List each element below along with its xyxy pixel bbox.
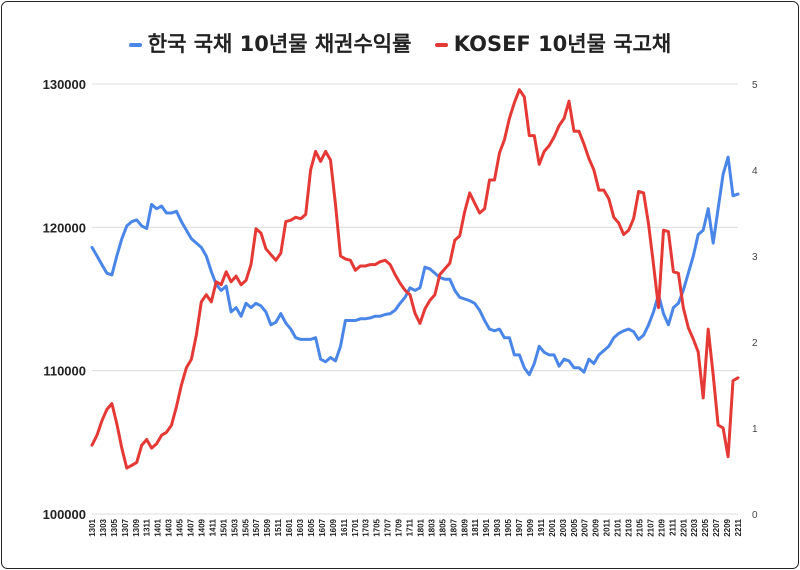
x-tick-16: 1509 — [263, 518, 272, 536]
legend-label-kosef: KOSEF 10년물 국고채 — [453, 32, 672, 56]
x-tick-14: 1505 — [241, 518, 250, 536]
x-tick-43: 2003 — [559, 518, 568, 536]
x-tick-49: 2103 — [625, 518, 634, 536]
legend-swatch-kosef — [434, 43, 448, 47]
x-tick-17: 1511 — [274, 518, 283, 536]
x-tick-26: 1705 — [373, 518, 382, 536]
x-tick-15: 1507 — [252, 518, 261, 536]
x-tick-54: 2201 — [679, 518, 688, 536]
x-tick-48: 2101 — [614, 518, 623, 536]
x-tick-58: 2209 — [723, 518, 732, 536]
y-right-tick-3: 3 — [752, 252, 758, 263]
x-tick-45: 2007 — [581, 518, 590, 536]
x-tick-20: 1605 — [307, 518, 316, 536]
x-tick-7: 1403 — [165, 518, 174, 536]
x-tick-11: 1411 — [208, 518, 217, 536]
x-tick-42: 2001 — [548, 518, 557, 536]
x-tick-0: 1301 — [88, 518, 97, 536]
x-tick-2: 1305 — [110, 518, 119, 536]
x-tick-46: 2009 — [592, 518, 601, 536]
x-tick-21: 1607 — [318, 518, 327, 536]
x-tick-29: 1711 — [406, 518, 415, 536]
x-tick-40: 1909 — [526, 518, 535, 536]
y-left-tick-3: 130000 — [43, 77, 86, 92]
x-tick-53: 2111 — [668, 518, 677, 535]
y-right-tick-4: 4 — [752, 166, 758, 177]
x-tick-13: 1503 — [230, 518, 239, 536]
legend-swatch-kr-bond — [128, 43, 142, 47]
x-tick-18: 1601 — [285, 518, 294, 536]
x-tick-5: 1311 — [143, 518, 152, 536]
chart-legend: 한국 국채 10년물 채권수익률 KOSEF 10년물 국고채 — [0, 28, 800, 58]
series-line-1 — [90, 88, 740, 470]
x-tick-34: 1809 — [460, 518, 469, 536]
x-tick-1: 1303 — [99, 518, 108, 536]
x-tick-32: 1805 — [438, 518, 447, 536]
x-tick-22: 1609 — [329, 518, 338, 536]
x-tick-36: 1901 — [482, 518, 491, 536]
x-tick-50: 2105 — [635, 518, 644, 536]
x-tick-56: 2205 — [701, 518, 710, 536]
x-tick-35: 1811 — [471, 518, 480, 536]
x-tick-30: 1801 — [416, 518, 425, 536]
x-tick-3: 1307 — [121, 518, 130, 536]
x-tick-12: 1501 — [219, 518, 228, 536]
y-left-tick-0: 100000 — [43, 507, 86, 522]
x-tick-38: 1905 — [504, 518, 513, 536]
x-tick-25: 1703 — [362, 518, 371, 536]
x-tick-8: 1405 — [176, 518, 185, 536]
legend-label-kr-bond: 한국 국채 10년물 채권수익률 — [147, 32, 412, 56]
x-tick-23: 1611 — [340, 518, 349, 536]
x-tick-47: 2011 — [603, 518, 612, 536]
y-right-tick-5: 5 — [752, 80, 758, 91]
x-tick-24: 1701 — [351, 518, 360, 536]
legend-item-kosef: KOSEF 10년물 국고채 — [434, 32, 672, 56]
x-tick-41: 1911 — [537, 518, 546, 536]
x-tick-37: 1903 — [493, 518, 502, 536]
x-tick-4: 1309 — [132, 518, 141, 536]
x-tick-9: 1407 — [187, 518, 196, 536]
legend-item-kr-bond: 한국 국채 10년물 채권수익률 — [128, 32, 412, 56]
x-tick-55: 2203 — [690, 518, 699, 536]
x-tick-52: 2109 — [657, 518, 666, 536]
x-tick-57: 2207 — [712, 518, 721, 536]
x-tick-28: 1709 — [395, 518, 404, 536]
x-tick-31: 1803 — [427, 518, 436, 536]
series-line-0 — [90, 155, 740, 377]
x-tick-19: 1603 — [296, 518, 305, 536]
x-tick-59: 2211 — [734, 518, 743, 536]
x-tick-6: 1401 — [154, 518, 163, 536]
x-tick-27: 1707 — [384, 518, 393, 536]
y-right-tick-0: 0 — [752, 510, 758, 521]
x-tick-44: 2005 — [570, 518, 579, 536]
x-tick-33: 1807 — [449, 518, 458, 536]
y-right-tick-1: 1 — [752, 424, 758, 435]
x-tick-10: 1409 — [197, 518, 206, 536]
x-tick-39: 1907 — [515, 518, 524, 536]
y-right-tick-2: 2 — [752, 338, 758, 349]
x-tick-51: 2107 — [646, 518, 655, 536]
y-left-tick-2: 120000 — [43, 220, 86, 235]
y-left-tick-1: 110000 — [43, 364, 86, 379]
